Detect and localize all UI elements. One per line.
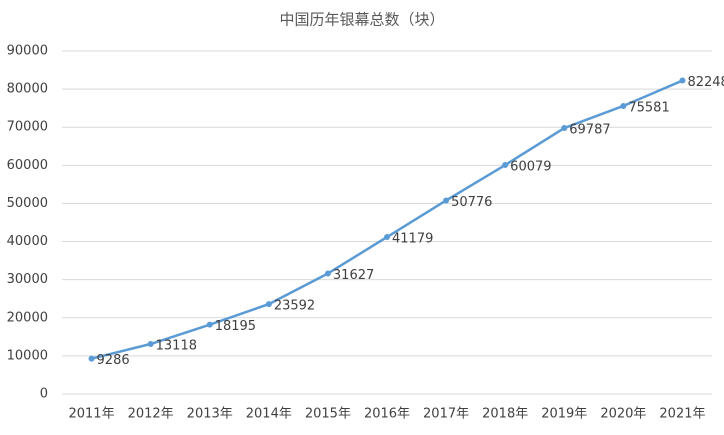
data-label: 41179: [392, 232, 433, 247]
x-tick-label: 2015年: [305, 407, 351, 422]
y-tick-label: 20000: [7, 310, 48, 325]
data-label: 60079: [510, 160, 551, 175]
y-tick-label: 70000: [7, 120, 48, 135]
data-label: 82248: [687, 75, 724, 90]
point: [206, 321, 213, 328]
data-label: 18195: [215, 319, 256, 334]
data-label: 75581: [628, 100, 669, 115]
x-tick-label: 2014年: [246, 407, 292, 422]
data-label: 31627: [333, 268, 374, 283]
data-label: 23592: [274, 299, 315, 314]
y-tick-label: 90000: [7, 44, 48, 59]
y-tick-label: 40000: [7, 234, 48, 249]
point: [265, 301, 272, 308]
x-tick-label: 2016年: [364, 407, 410, 422]
point: [384, 234, 390, 241]
data-label: 9286: [97, 353, 130, 368]
x-tick-label: 2013年: [187, 407, 233, 422]
point: [620, 102, 627, 109]
point: [324, 270, 331, 277]
point: [679, 77, 686, 84]
y-tick-label: 60000: [7, 158, 48, 173]
x-tick-label: 2021年: [659, 407, 705, 422]
data-label: 69787: [569, 123, 610, 138]
point: [443, 197, 450, 204]
chart-title: 中国历年银幕总数（块）: [279, 11, 444, 29]
y-tick-label: 80000: [7, 82, 48, 97]
x-tick-label: 2012年: [128, 407, 174, 422]
x-tick-label: 2019年: [541, 407, 587, 422]
data-label: 50776: [451, 195, 492, 210]
y-tick-label: 10000: [7, 348, 48, 363]
y-tick-label: 0: [40, 387, 48, 402]
point: [147, 341, 154, 348]
point: [502, 162, 509, 169]
point: [88, 355, 95, 362]
x-tick-label: 2011年: [68, 407, 114, 422]
x-tick-label: 2020年: [600, 407, 646, 422]
data-label: 13118: [156, 339, 197, 354]
point: [561, 125, 568, 132]
x-tick-label: 2018年: [482, 407, 528, 422]
y-tick-label: 30000: [7, 272, 48, 287]
x-tick-label: 2017年: [423, 407, 469, 422]
y-tick-label: 50000: [7, 196, 48, 211]
